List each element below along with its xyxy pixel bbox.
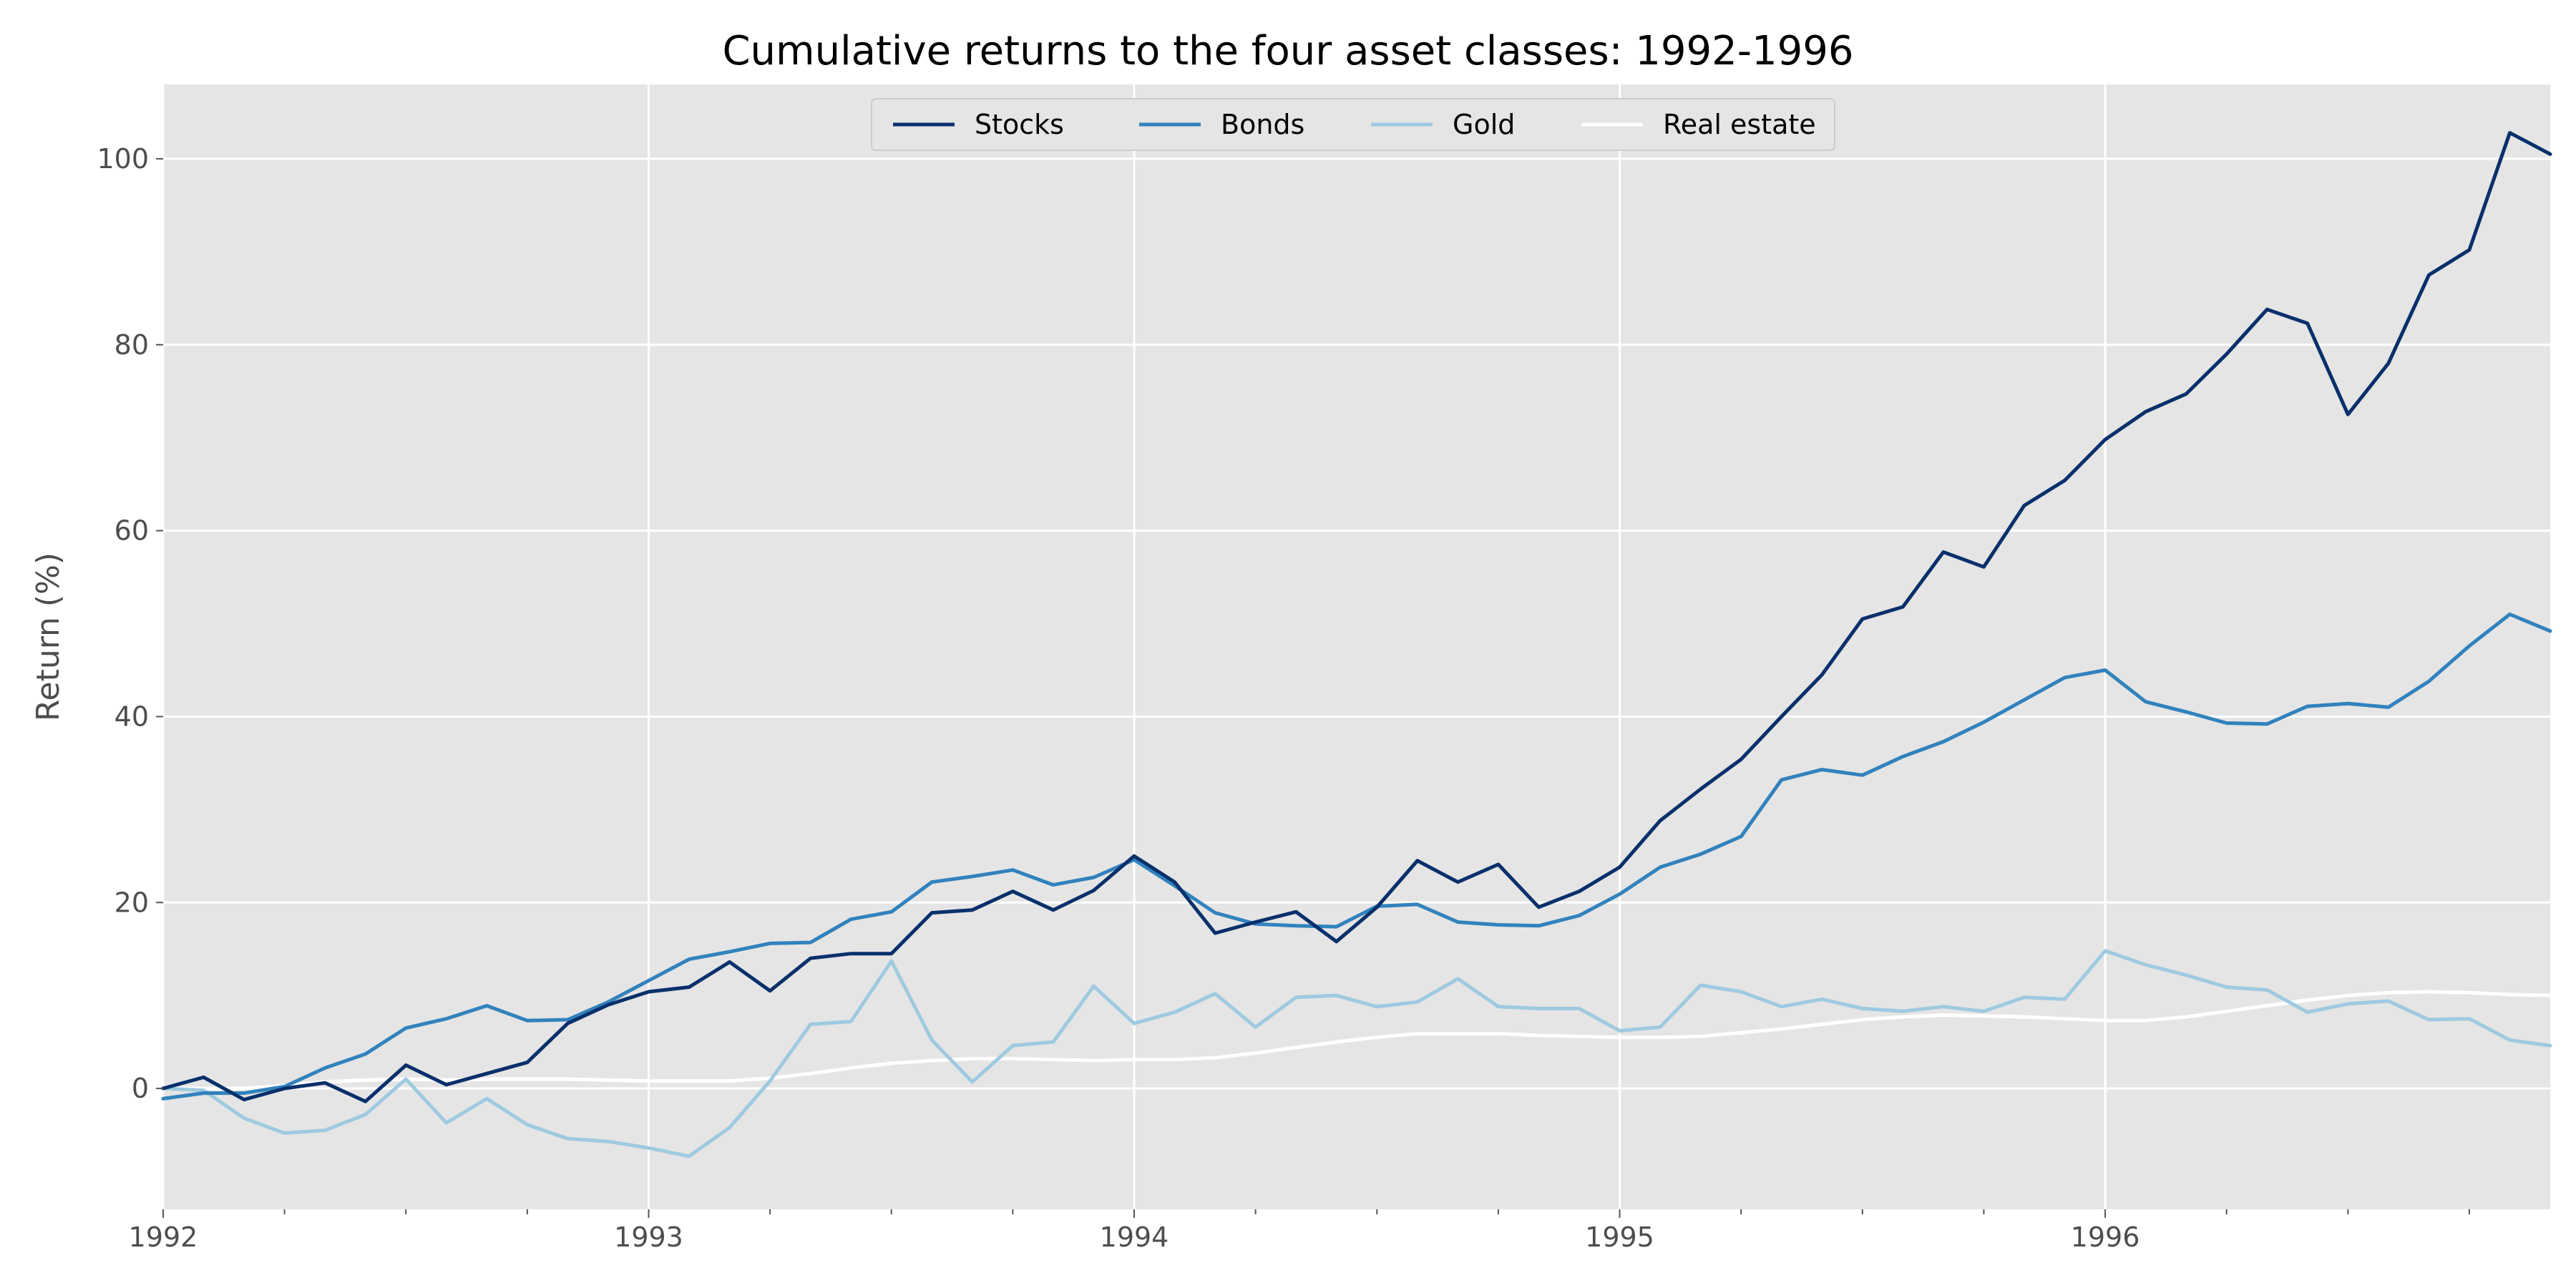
- series-line-stocks: [161, 131, 2552, 1103]
- legend-label-bonds: Bonds: [1221, 109, 1304, 140]
- y-axis: 0 20 40 60 80 100: [97, 143, 163, 1104]
- series-line-real-estate: [161, 990, 2552, 1091]
- y-tick-label: 40: [114, 701, 149, 732]
- x-tick-label: 1995: [1585, 1221, 1654, 1253]
- y-tick-label: 0: [132, 1073, 149, 1104]
- x-tick-label: 1994: [1100, 1221, 1169, 1253]
- legend: Stocks Bonds Gold Real estate: [871, 98, 1835, 151]
- legend-frame: [871, 98, 1835, 151]
- y-tick-label: 60: [114, 515, 149, 547]
- x-axis: 1992 1993 1994 1995 1996: [129, 1209, 2470, 1253]
- x-tick-label: 1996: [2071, 1221, 2140, 1253]
- plot-area: [163, 84, 2550, 1209]
- legend-label-gold: Gold: [1453, 109, 1515, 140]
- legend-label-real-estate: Real estate: [1663, 109, 1816, 140]
- chart-title: Cumulative returns to the four asset cla…: [722, 28, 1853, 74]
- x-tick-label: 1993: [614, 1221, 683, 1253]
- series-layer: [161, 131, 2552, 1158]
- series-line-gold: [161, 949, 2552, 1158]
- y-tick-label: 100: [97, 143, 149, 175]
- y-tick-label: 20: [114, 887, 149, 918]
- series-line-bonds: [161, 613, 2552, 1101]
- y-tick-label: 80: [114, 329, 149, 361]
- y-axis-label: Return (%): [30, 552, 67, 721]
- x-tick-label: 1992: [129, 1221, 198, 1253]
- legend-label-stocks: Stocks: [975, 109, 1064, 140]
